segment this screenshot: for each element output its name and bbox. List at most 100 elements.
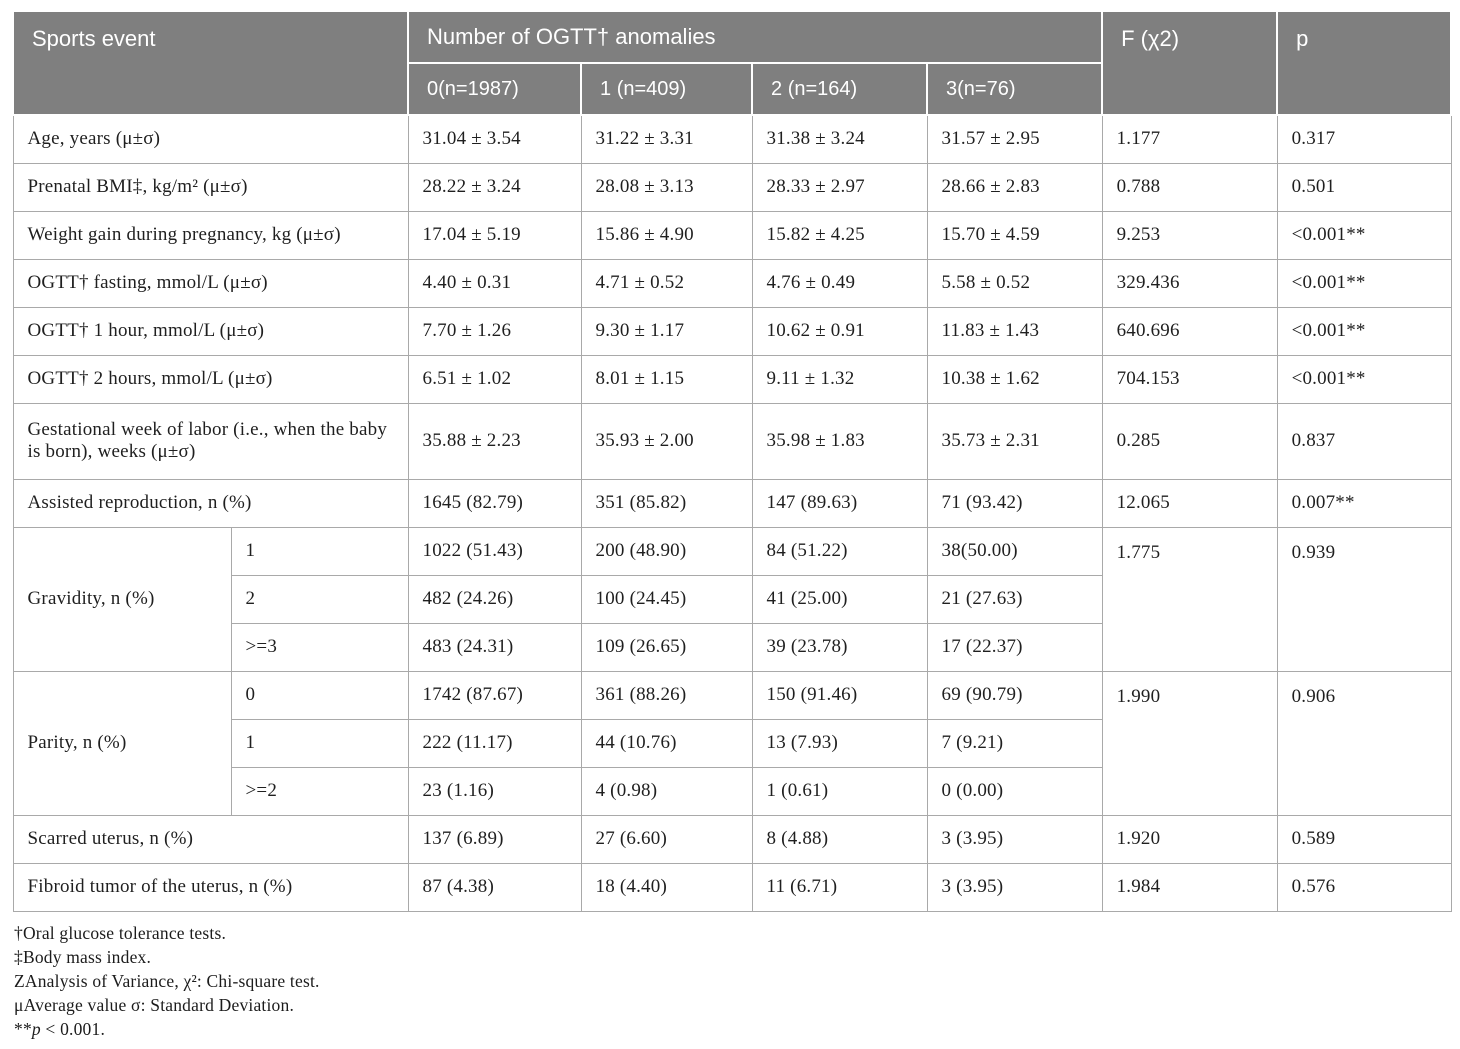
value-cell: 1022 (51.43) xyxy=(407,526,582,576)
value-cell: 38(50.00) xyxy=(926,526,1103,576)
value-cell: 361 (88.26) xyxy=(580,670,753,720)
footnote-ogtt: †Oral glucose tolerance tests. xyxy=(14,922,227,943)
subcategory-cell: 1 xyxy=(230,718,409,768)
value-cell: 7 (9.21) xyxy=(926,718,1103,768)
value-cell: 27 (6.60) xyxy=(580,814,753,864)
column-header-ogtt-anomalies-group: Number of OGTT† anomalies xyxy=(407,10,1104,64)
value-cell: 31.38 ± 3.24 xyxy=(751,114,928,164)
value-cell: 17 (22.37) xyxy=(926,622,1103,672)
table-row-parity-0: Parity, n (%) 0 1742 (87.67) 361 (88.26)… xyxy=(12,670,1452,816)
table-row-fibroid-tumor: Fibroid tumor of the uterus, n (%) 87 (4… xyxy=(12,862,1452,912)
f-value-cell: 704.153 xyxy=(1101,354,1278,404)
value-cell: 31.04 ± 3.54 xyxy=(407,114,582,164)
table-row-assisted-reproduction: Assisted reproduction, n (%) 1645 (82.79… xyxy=(12,478,1452,528)
footnote-bmi: ‡Body mass index. xyxy=(14,946,152,967)
value-cell: 71 (93.42) xyxy=(926,478,1103,528)
table-row-gestational-week: Gestational week of labor (i.e., when th… xyxy=(12,402,1452,480)
footnote-anova: ZAnalysis of Variance, χ²: Chi-square te… xyxy=(14,970,320,991)
column-header-p: p xyxy=(1276,10,1453,116)
p-value-cell: <0.001** xyxy=(1276,210,1452,260)
table-row-ogtt-1-hour: OGTT† 1 hour, mmol/L (μ±σ) 7.70 ± 1.26 9… xyxy=(12,306,1452,356)
value-cell: 15.82 ± 4.25 xyxy=(751,210,928,260)
value-cell: 21 (27.63) xyxy=(926,574,1103,624)
f-value-cell: 0.788 xyxy=(1101,162,1278,212)
ogtt-anomalies-table: Sports event Number of OGTT† anomalies F… xyxy=(11,10,1453,912)
value-cell: 15.86 ± 4.90 xyxy=(580,210,753,260)
table-row-scarred-uterus: Scarred uterus, n (%) 137 (6.89) 27 (6.6… xyxy=(12,814,1452,864)
p-value-cell: 0.906 xyxy=(1276,670,1452,816)
value-cell: 150 (91.46) xyxy=(751,670,928,720)
significance-stars: ** xyxy=(14,1018,32,1039)
table-row-weight-gain: Weight gain during pregnancy, kg (μ±σ) 1… xyxy=(12,210,1452,260)
row-label-cell: Scarred uterus, n (%) xyxy=(12,814,409,864)
p-value-cell: <0.001** xyxy=(1276,354,1452,404)
value-cell: 147 (89.63) xyxy=(751,478,928,528)
p-value-cell: <0.001** xyxy=(1276,306,1452,356)
p-value-cell: 0.589 xyxy=(1276,814,1452,864)
f-value-cell: 1.990 xyxy=(1101,670,1278,816)
value-cell: 5.58 ± 0.52 xyxy=(926,258,1103,308)
table-row-ogtt-fasting: OGTT† fasting, mmol/L (μ±σ) 4.40 ± 0.31 … xyxy=(12,258,1452,308)
column-header-anomalies-0: 0(n=1987) xyxy=(407,62,583,116)
value-cell: 6.51 ± 1.02 xyxy=(407,354,582,404)
value-cell: 351 (85.82) xyxy=(580,478,753,528)
value-cell: 35.93 ± 2.00 xyxy=(580,402,753,480)
row-label-cell: Gestational week of labor (i.e., when th… xyxy=(12,402,409,480)
p-value-cell: 0.317 xyxy=(1276,114,1452,164)
significance-threshold: < 0.001. xyxy=(40,1018,106,1039)
p-value-cell: <0.001** xyxy=(1276,258,1452,308)
value-cell: 31.22 ± 3.31 xyxy=(580,114,753,164)
value-cell: 87 (4.38) xyxy=(407,862,582,912)
f-value-cell: 1.775 xyxy=(1101,526,1278,672)
row-label-cell: Prenatal BMI‡, kg/m² (μ±σ) xyxy=(12,162,409,212)
value-cell: 100 (24.45) xyxy=(580,574,753,624)
table-row-parity-2plus: >=2 23 (1.16) 4 (0.98) 1 (0.61) 0 (0.00) xyxy=(13,766,1451,816)
subcategory-cell: >=3 xyxy=(230,622,409,672)
row-label-cell: OGTT† fasting, mmol/L (μ±σ) xyxy=(12,258,409,308)
row-group-label-cell: Gravidity, n (%) xyxy=(12,526,232,672)
value-cell: 35.98 ± 1.83 xyxy=(751,402,928,480)
value-cell: 482 (24.26) xyxy=(407,574,582,624)
f-value-cell: 1.984 xyxy=(1101,862,1278,912)
table-row-ogtt-2-hours: OGTT† 2 hours, mmol/L (μ±σ) 6.51 ± 1.02 … xyxy=(12,354,1452,404)
row-label-cell: Fibroid tumor of the uterus, n (%) xyxy=(12,862,409,912)
footnote-significance: **p < 0.001. xyxy=(14,1017,1450,1041)
column-header-anomalies-3: 3(n=76) xyxy=(926,62,1104,116)
row-label-cell: OGTT† 1 hour, mmol/L (μ±σ) xyxy=(12,306,409,356)
value-cell: 0 (0.00) xyxy=(926,766,1103,816)
subcategory-cell: >=2 xyxy=(230,766,409,816)
value-cell: 1 (0.61) xyxy=(751,766,928,816)
value-cell: 31.57 ± 2.95 xyxy=(926,114,1103,164)
header-row-sub: 0(n=1987) 1 (n=409) 2 (n=164) 3(n=76) xyxy=(13,62,1451,116)
value-cell: 15.70 ± 4.59 xyxy=(926,210,1103,260)
value-cell: 7.70 ± 1.26 xyxy=(407,306,582,356)
value-cell: 18 (4.40) xyxy=(580,862,753,912)
value-cell: 9.11 ± 1.32 xyxy=(751,354,928,404)
value-cell: 35.73 ± 2.31 xyxy=(926,402,1103,480)
value-cell: 4.76 ± 0.49 xyxy=(751,258,928,308)
table-row-parity-1: 1 222 (11.17) 44 (10.76) 13 (7.93) 7 (9.… xyxy=(13,718,1451,768)
value-cell: 3 (3.95) xyxy=(926,862,1103,912)
column-header-f-chi2: F (χ2) xyxy=(1101,10,1279,116)
table-row-gravidity-1: Gravidity, n (%) 1 1022 (51.43) 200 (48.… xyxy=(12,526,1452,672)
f-value-cell: 640.696 xyxy=(1101,306,1278,356)
f-value-cell: 12.065 xyxy=(1101,478,1278,528)
value-cell: 39 (23.78) xyxy=(751,622,928,672)
value-cell: 28.22 ± 3.24 xyxy=(407,162,582,212)
value-cell: 222 (11.17) xyxy=(407,718,582,768)
value-cell: 28.66 ± 2.83 xyxy=(926,162,1103,212)
table-row-prenatal-bmi: Prenatal BMI‡, kg/m² (μ±σ) 28.22 ± 3.24 … xyxy=(12,162,1452,212)
column-header-anomalies-2: 2 (n=164) xyxy=(751,62,929,116)
value-cell: 13 (7.93) xyxy=(751,718,928,768)
value-cell: 84 (51.22) xyxy=(751,526,928,576)
value-cell: 200 (48.90) xyxy=(580,526,753,576)
row-label-cell: OGTT† 2 hours, mmol/L (μ±σ) xyxy=(12,354,409,404)
value-cell: 1742 (87.67) xyxy=(407,670,582,720)
value-cell: 10.62 ± 0.91 xyxy=(751,306,928,356)
p-value-cell: 0.576 xyxy=(1276,862,1452,912)
row-label-cell: Assisted reproduction, n (%) xyxy=(12,478,409,528)
value-cell: 28.33 ± 2.97 xyxy=(751,162,928,212)
p-value-cell: 0.007** xyxy=(1276,478,1452,528)
f-value-cell: 1.177 xyxy=(1101,114,1278,164)
